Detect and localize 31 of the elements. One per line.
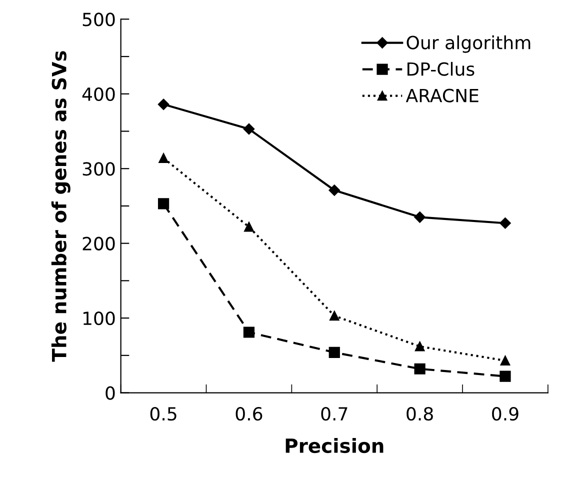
point: [500, 218, 511, 229]
y-tick-label: 200: [82, 236, 115, 250]
point: [244, 222, 254, 232]
point: [158, 198, 170, 210]
point: [330, 310, 340, 321]
y-tick-label: 500: [82, 12, 115, 26]
point: [243, 326, 255, 338]
point: [414, 363, 426, 374]
point: [328, 346, 340, 358]
point: [243, 123, 255, 135]
legend-label: DP-Clus: [408, 62, 474, 76]
y-tick-label: 400: [82, 87, 115, 101]
point: [414, 342, 425, 352]
point: [500, 370, 511, 382]
legend-label: ARACNE: [406, 88, 478, 102]
y-tick-label: 300: [82, 162, 115, 176]
point: [158, 98, 170, 110]
x-tick-label: 0.5: [150, 406, 176, 421]
point: [328, 184, 340, 196]
x-tick-label: 0.8: [406, 406, 433, 421]
x-tick-label: 0.6: [236, 406, 262, 421]
point: [500, 356, 510, 366]
x-tick-label: 0.9: [492, 406, 518, 421]
y-tick-label: 0: [106, 386, 115, 400]
x-axis-title: Precision: [286, 438, 384, 454]
y-tick-label: 100: [83, 312, 115, 326]
legend-label: Our algorithm: [406, 35, 530, 53]
point: [158, 153, 168, 164]
x-tick-label: 0.7: [321, 406, 348, 421]
y-axis-title: The number of genes as SVs: [51, 51, 70, 362]
point: [414, 212, 426, 223]
